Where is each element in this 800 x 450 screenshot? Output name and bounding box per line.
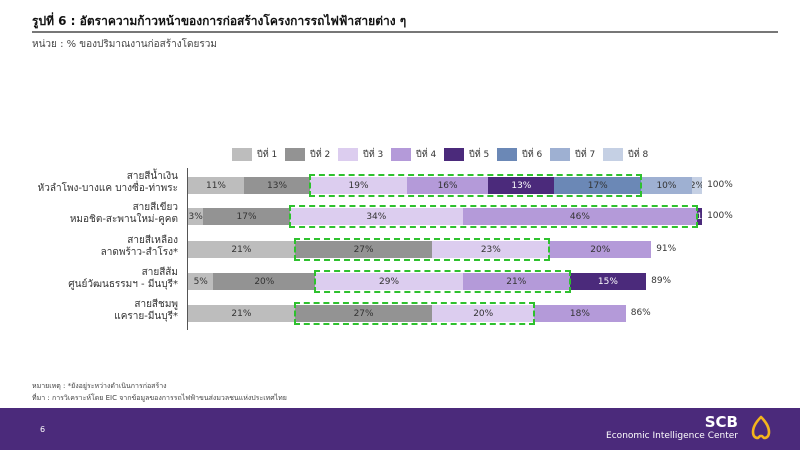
- title-divider: [32, 31, 778, 33]
- bar-segment: 27%: [294, 305, 433, 322]
- row-label-line1: สายสีน้ำเงิน: [126, 171, 178, 182]
- bar-segment: 21%: [188, 305, 295, 322]
- legend-swatch: [338, 147, 358, 161]
- row-total: 89%: [651, 276, 672, 286]
- bar-segment: 11%: [188, 177, 244, 194]
- row-label-line2: หมอชิต-สะพานใหม่-คูคต: [69, 214, 178, 225]
- bar-segment: 21%: [188, 241, 295, 258]
- row-label-line1: สายสีส้ม: [141, 267, 178, 278]
- legend-label: ปีที่ 7: [575, 150, 596, 160]
- row-label: สายสีเหลือง ลาดพร้าว-สำโรง*: [101, 235, 178, 259]
- bar-segment: 20%: [432, 305, 535, 322]
- legend-swatch: [232, 147, 252, 161]
- row-label-line2: ศูนย์วัฒนธรรมฯ - มีนบุรี*: [68, 279, 178, 290]
- page-title: รูปที่ 6 : อัตราความก้าวหน้าของการก่อสร้…: [32, 14, 407, 28]
- bar-segment: 29%: [315, 273, 463, 290]
- source-text: ที่มา : การวิเคราะห์โดย EIC จากข้อมูลของ…: [32, 394, 287, 402]
- y-axis-line: [187, 168, 188, 330]
- bar-segment: 20%: [213, 273, 316, 290]
- row-total: 91%: [656, 244, 677, 254]
- legend-label: ปีที่ 8: [628, 150, 649, 160]
- bar-segment: 18%: [534, 305, 626, 322]
- bar-segment: 27%: [294, 241, 433, 258]
- legend-swatch: [497, 147, 517, 161]
- legend-swatch: [285, 147, 305, 161]
- legend-swatch: [603, 147, 623, 161]
- row-total: 86%: [630, 308, 651, 318]
- legend-item: ปีที่ 5: [444, 147, 489, 161]
- legend-item: ปีที่ 2: [285, 147, 330, 161]
- brand: SCB Economic Intelligence Center: [606, 414, 738, 442]
- row-label-line2: แคราย-มีนบุรี*: [114, 311, 178, 322]
- row-total: 100%: [707, 211, 733, 221]
- legend-swatch: [391, 147, 411, 161]
- brand-subtitle: Economic Intelligence Center: [606, 431, 738, 441]
- legend-item: ปีที่ 7: [550, 147, 595, 161]
- legend-item: ปีที่ 3: [338, 147, 383, 161]
- row-label-line2: หัวลำโพง-บางแค บางซื่อ-ท่าพระ: [37, 183, 178, 194]
- legend-label: ปีที่ 4: [416, 150, 437, 160]
- bar-segment: 3%: [188, 208, 204, 225]
- row-label-line1: สายสีชมพู: [134, 299, 178, 310]
- legend-label: ปีที่ 6: [522, 150, 543, 160]
- legend-item: ปีที่ 8: [603, 147, 648, 161]
- legend-swatch: [550, 147, 570, 161]
- row-label: สายสีชมพู แคราย-มีนบุรี*: [114, 299, 178, 323]
- bar-segment: 13%: [488, 177, 555, 194]
- row-label-line1: สายสีเหลือง: [127, 235, 178, 246]
- bar-segment: 23%: [432, 241, 550, 258]
- legend-label: ปีที่ 1: [257, 150, 278, 160]
- row-label-line1: สายสีเขียว: [132, 202, 178, 213]
- legend-label: ปีที่ 2: [310, 150, 331, 160]
- bar-segment: 10%: [641, 177, 692, 194]
- bar-segment: 5%: [188, 273, 214, 290]
- row-label: สายสีน้ำเงิน หัวลำโพง-บางแค บางซื่อ-ท่าพร…: [38, 171, 178, 195]
- bar-segment: 34%: [289, 208, 463, 225]
- footer-bar: 6 SCB Economic Intelligence Center: [0, 408, 800, 450]
- unit-subtitle: หน่วย : % ของปริมาณงานก่อสร้างโดยรวม: [32, 39, 217, 50]
- bar-segment: 15%: [569, 273, 647, 290]
- bar-segment: 2%: [691, 177, 703, 194]
- remark-text: หมายเหตุ : *ยังอยู่ระหว่างดำเนินการก่อสร…: [32, 382, 167, 390]
- row-total: 100%: [707, 180, 733, 190]
- bar-segment: 13%: [243, 177, 311, 194]
- bar-segment: 1: [697, 208, 703, 225]
- legend-label: ปีที่ 3: [363, 150, 384, 160]
- legend-item: ปีที่ 1: [232, 147, 277, 161]
- scb-logo-icon: [751, 415, 771, 440]
- row-label-line2: ลาดพร้าว-สำโรง*: [100, 247, 178, 258]
- legend-item: ปีที่ 6: [497, 147, 542, 161]
- bar-segment: 16%: [406, 177, 489, 194]
- brand-name: SCB: [704, 413, 738, 431]
- legend-swatch: [444, 147, 464, 161]
- bar-segment: 46%: [462, 208, 697, 225]
- legend-label: ปีที่ 5: [469, 150, 490, 160]
- row-label: สายสีส้ม ศูนย์วัฒนธรรมฯ - มีนบุรี*: [68, 267, 178, 291]
- legend-item: ปีที่ 4: [391, 147, 436, 161]
- notes: หมายเหตุ : *ยังอยู่ระหว่างดำเนินการก่อสร…: [32, 380, 287, 404]
- bar-segment: 20%: [549, 241, 652, 258]
- bar-segment: 17%: [554, 177, 641, 194]
- bar-segment: 17%: [203, 208, 290, 225]
- bar-segment: 19%: [310, 177, 407, 194]
- bar-segment: 21%: [462, 273, 570, 290]
- row-label: สายสีเขียว หมอชิต-สะพานใหม่-คูคต: [70, 202, 178, 226]
- page-number: 6: [40, 425, 46, 434]
